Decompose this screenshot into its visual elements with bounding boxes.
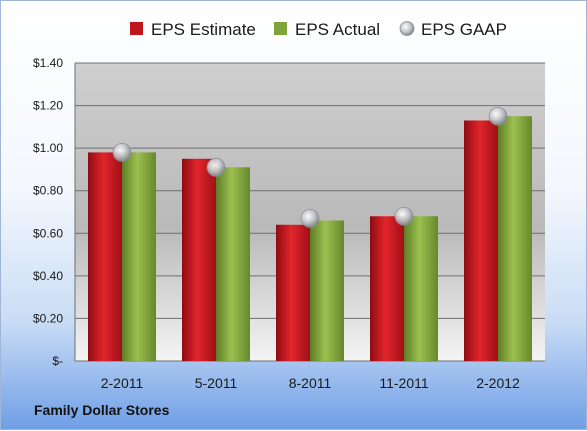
y-tick-label: $0.20 — [33, 311, 63, 325]
eps-gaap-marker — [112, 142, 132, 162]
x-category-label: 2-2012 — [476, 375, 520, 391]
y-tick-label: $1.00 — [33, 141, 63, 155]
legend-swatch — [130, 22, 143, 35]
eps-gaap-marker — [300, 208, 320, 228]
x-category-label: 11-2011 — [379, 375, 429, 391]
eps-estimate-bar — [276, 224, 310, 361]
y-tick-label: $- — [52, 354, 63, 368]
legend-swatch — [274, 22, 287, 35]
x-category-label: 8-2011 — [289, 375, 332, 391]
eps-estimate-bar — [182, 158, 216, 361]
eps-actual-bar — [310, 220, 344, 361]
legend-swatch — [399, 21, 415, 36]
y-tick-label: $1.20 — [33, 99, 63, 113]
eps-actual-bar — [216, 167, 250, 361]
y-tick-label: $0.60 — [33, 226, 63, 240]
eps-actual-bar — [404, 216, 438, 361]
company-label: Family Dollar Stores — [34, 402, 170, 418]
eps-actual-bar — [498, 116, 532, 361]
eps-actual-bar — [122, 152, 156, 361]
eps-gaap-marker — [394, 206, 414, 226]
y-tick-label: $1.40 — [33, 56, 63, 70]
eps-gaap-marker — [488, 106, 508, 126]
legend-label: EPS GAAP — [421, 20, 507, 39]
legend-label: EPS Actual — [295, 20, 380, 39]
eps-estimate-bar — [370, 216, 404, 361]
eps-estimate-bar — [464, 120, 498, 361]
eps-estimate-bar — [88, 152, 122, 361]
y-tick-label: $0.40 — [33, 269, 63, 283]
eps-gaap-marker — [206, 157, 226, 177]
legend-label: EPS Estimate — [151, 20, 256, 39]
y-tick-label: $0.80 — [33, 184, 63, 198]
x-category-label: 2-2011 — [101, 375, 144, 391]
x-category-label: 5-2011 — [195, 375, 238, 391]
